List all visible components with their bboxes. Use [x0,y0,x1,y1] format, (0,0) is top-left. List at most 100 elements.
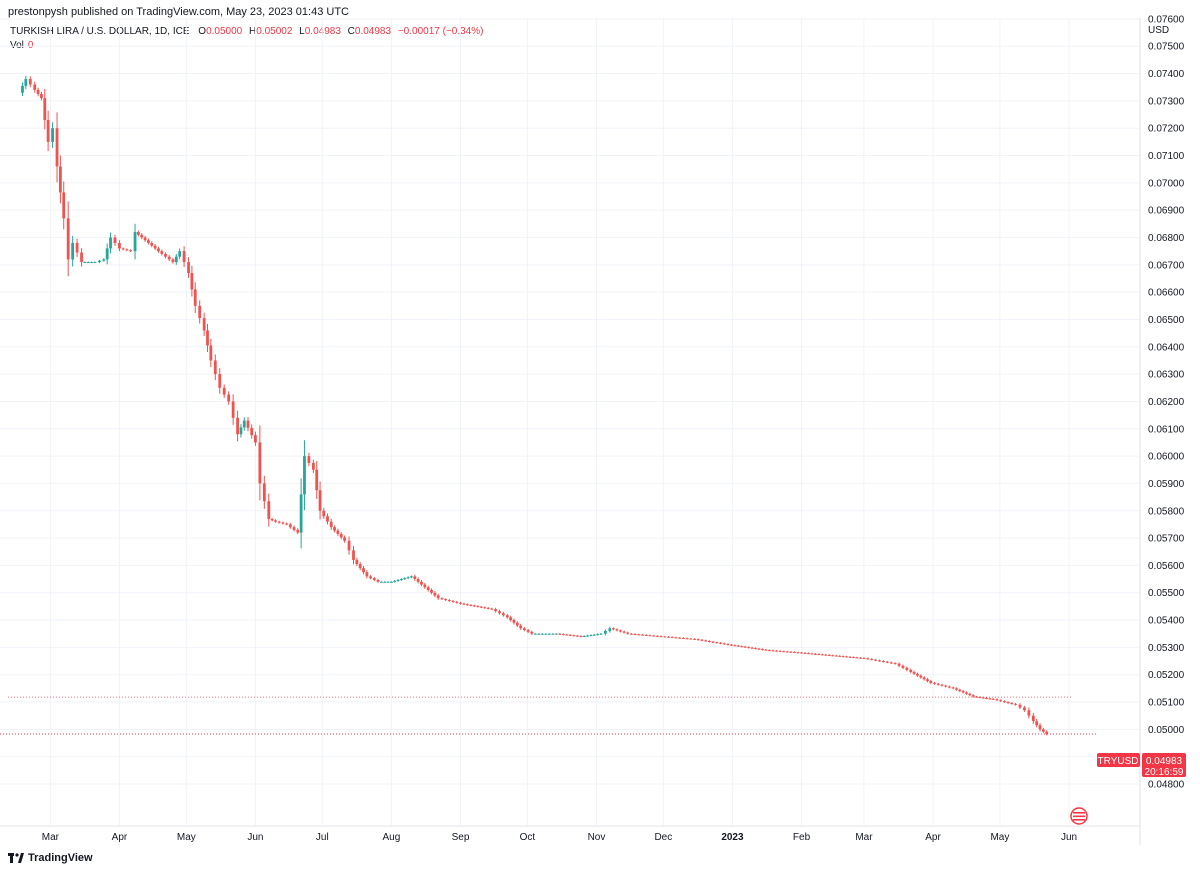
candle-body [242,420,246,428]
candle-body [267,501,271,519]
last-price-tag: TRYUSD 0.04983 20:16:59 [1097,753,1186,778]
price-tick-label: 0.07200 [1148,124,1185,135]
candle-body [663,636,667,638]
candle-body [254,435,257,443]
candle-body [389,581,393,583]
candle-body [985,697,988,699]
tradingview-logo-icon [8,853,24,863]
candle-body [981,697,985,699]
price-tick-label: 0.05700 [1148,534,1185,545]
candle-body [708,640,711,642]
candle-body [730,644,733,646]
candle-body [33,84,37,90]
candle-body [93,262,97,264]
price-tag-bg [1142,753,1186,777]
time-tick-label: Apr [112,832,128,843]
time-tick-label: Aug [382,832,400,843]
candle-body [955,688,958,690]
candle-body [615,629,619,631]
candle-body [486,607,490,609]
candle-body [400,579,403,581]
price-tick-label: 0.06300 [1148,370,1185,381]
candle-body [922,677,926,680]
candle-body [440,598,444,600]
candle-body [747,647,751,649]
currency-label: USD [1148,25,1169,36]
close-value: 0.04983 [354,26,392,37]
price-tick-label: 0.06500 [1148,315,1185,326]
price-tag-countdown: 20:16:59 [1145,767,1184,778]
candle-body [157,248,160,252]
candle-body [447,600,451,602]
candle-body [655,635,659,637]
price-tick-label: 0.07600 [1148,14,1185,25]
candle-body [512,620,516,623]
candle-body [659,636,663,638]
candle-body [859,657,862,659]
candle-body [227,394,231,402]
candle-body [533,633,537,635]
candle-body [936,683,940,685]
candle-body [147,240,150,243]
candle-body [785,651,789,653]
us-flag-icon[interactable] [1070,807,1088,825]
candle-body [292,527,296,530]
candle-body [999,700,1003,702]
time-axis[interactable]: Mar Apr May Jun Jul Aug Sep Oct Nov Dec 2023 Feb Mar… [42,832,1077,843]
candle-body [83,262,87,264]
candle-body [722,643,726,645]
candle-body [129,250,132,252]
candle-body [522,628,526,631]
candle-body [827,654,831,656]
tradingview-logo[interactable]: TradingView [8,852,93,864]
candle-body [182,251,186,263]
candle-body [1035,721,1039,726]
candle-body [413,576,417,580]
candle-body [933,682,936,684]
candle-body [358,564,362,569]
candle-body [991,698,995,700]
candle-body [965,692,968,694]
candle-body [681,637,685,639]
price-tick-label: 0.05200 [1148,670,1185,681]
candle-body [490,608,494,610]
candle-body [515,622,519,626]
candle-body [423,584,427,588]
candle-body [831,655,835,657]
candle-body [426,587,430,590]
candle-body [102,259,106,261]
candle-body [62,192,66,219]
candle-body [143,237,147,241]
candle-body [40,94,43,99]
candle-body [459,602,462,604]
candle-body [870,658,874,660]
candle-body [678,637,682,639]
candle-body [71,242,75,260]
price-axis[interactable]: 0.048000.049000.050000.051000.052000.053… [1148,14,1185,790]
candle-body [551,633,555,635]
candle-body [383,581,387,583]
price-tick-label: 0.06000 [1148,452,1185,463]
candle-body [318,490,322,511]
candle-body [455,601,459,603]
candle-body [719,642,722,644]
candle-body [696,639,700,641]
price-tick-label: 0.05900 [1148,479,1185,490]
candle-body [372,578,376,580]
candle-body [198,305,202,319]
candle-body [757,648,761,650]
price-tick-label: 0.06100 [1148,424,1185,435]
candle-body [958,689,962,692]
candle-body [740,646,744,648]
published-by-text: prestonpysh published on TradingView.com… [8,6,349,18]
candle-body [909,669,913,672]
candle-body [118,242,121,249]
candle-body [136,232,140,235]
candle-body [416,579,420,582]
candle-body [599,633,603,635]
candle-body [406,577,410,579]
symbol-legend: TURKISH LIRA / U.S. DOLLAR, 1D, ICE O0.0… [10,26,487,37]
price-tick-label: 0.05300 [1148,643,1185,654]
price-tick-label: 0.05800 [1148,506,1185,517]
